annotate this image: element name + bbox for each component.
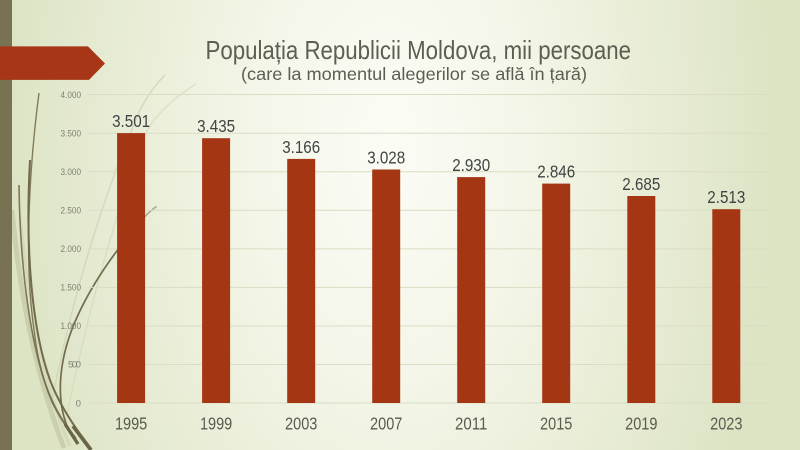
svg-text:(care la momentul alegerilor s: (care la momentul alegerilor se află în … [241,64,587,84]
svg-text:2011: 2011 [455,413,487,433]
svg-text:1.500: 1.500 [61,283,82,294]
svg-text:3.501: 3.501 [112,111,150,131]
svg-text:500: 500 [68,360,81,371]
svg-text:3.166: 3.166 [282,137,320,157]
svg-text:2.685: 2.685 [622,174,660,194]
svg-text:1999: 1999 [200,413,232,433]
svg-text:2007: 2007 [370,413,402,433]
svg-text:3.500: 3.500 [61,128,82,139]
svg-text:2.500: 2.500 [61,206,82,217]
svg-text:2.513: 2.513 [707,187,745,207]
svg-text:2023: 2023 [710,413,742,433]
svg-text:4.000: 4.000 [61,90,82,101]
svg-text:2.846: 2.846 [537,162,575,182]
svg-text:3.000: 3.000 [61,167,82,178]
svg-text:2.000: 2.000 [61,244,82,255]
svg-text:2019: 2019 [625,413,657,433]
svg-text:Populația Republicii Moldova,: Populația Republicii Moldova, mii persoa… [206,35,632,65]
svg-text:1.000: 1.000 [61,321,82,332]
svg-text:0: 0 [76,398,81,409]
svg-text:2003: 2003 [285,413,317,433]
svg-text:2.930: 2.930 [452,155,490,175]
svg-text:2015: 2015 [540,413,572,433]
svg-text:1995: 1995 [115,413,147,433]
svg-text:3.435: 3.435 [197,116,235,136]
svg-text:3.028: 3.028 [367,148,405,168]
